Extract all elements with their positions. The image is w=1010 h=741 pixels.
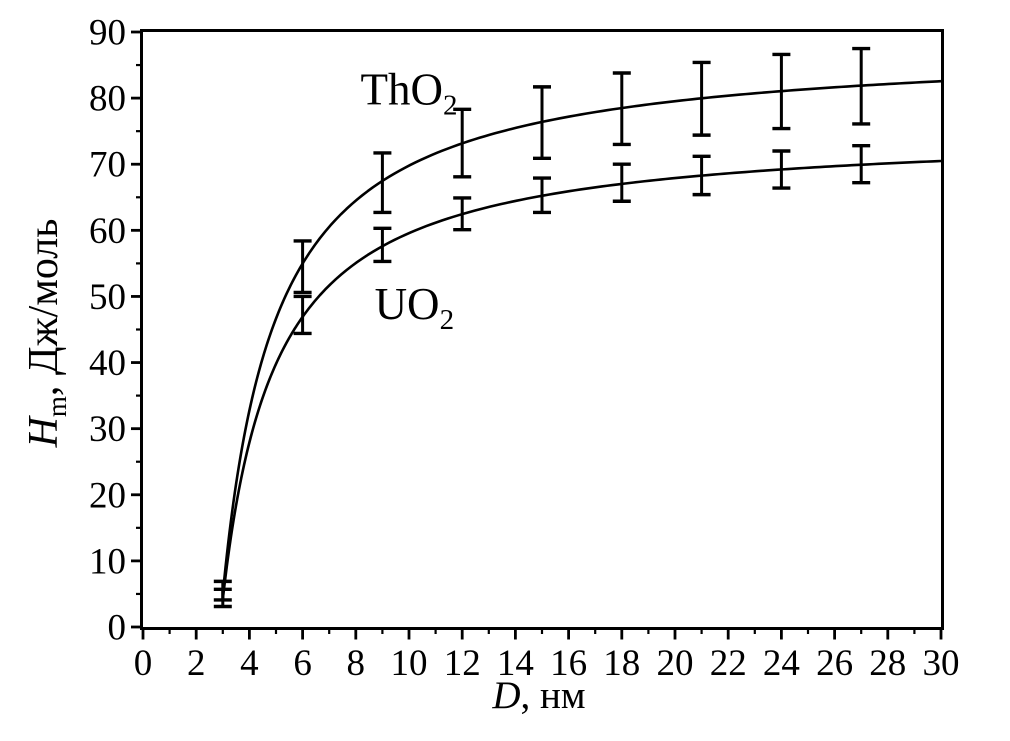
- y-tick-label-80: 80: [89, 79, 126, 120]
- x-tick-label-30: 30: [923, 643, 960, 684]
- errorbar-ThO2-21: [692, 60, 711, 137]
- errorbar-UO2-3: [213, 587, 232, 609]
- x-axis: 0 2 4 6 8 10 12 14 16 18 20 22 24 26 28 30: [134, 627, 960, 684]
- y-tick-label-70: 70: [89, 145, 126, 186]
- y-tick-label-50: 50: [89, 277, 126, 318]
- series-ThO2: ThO2: [213, 46, 942, 602]
- x-tick-label-4: 4: [240, 643, 259, 684]
- x-tick-label-18: 18: [603, 643, 640, 684]
- annotation-UO2: UO2: [375, 279, 455, 336]
- x-tick-label-22: 22: [710, 643, 747, 684]
- errorbar-UO2-12: [453, 196, 472, 232]
- y-tick-label-10: 10: [89, 541, 126, 582]
- errorbar-ThO2-15: [533, 85, 551, 160]
- errorbar-UO2-27: [852, 144, 871, 185]
- x-tick-label-20: 20: [657, 643, 694, 684]
- errorbar-ThO2-6: [293, 239, 312, 295]
- series-UO2: UO2: [213, 144, 942, 609]
- x-tick-label-0: 0: [134, 643, 153, 684]
- x-tick-label-12: 12: [444, 643, 481, 684]
- errorbar-ThO2-9: [373, 151, 392, 215]
- x-tick-label-14: 14: [497, 643, 534, 684]
- x-tick-label-8: 8: [347, 643, 366, 684]
- errorbar-UO2-6: [293, 294, 312, 336]
- y-tick-label-90: 90: [89, 13, 126, 54]
- errorbar-UO2-15: [533, 176, 551, 215]
- y-axis-label: Hm, Дж/моль: [21, 219, 72, 449]
- y-tick-label-0: 0: [108, 608, 127, 649]
- y-tick-label-40: 40: [89, 343, 126, 384]
- x-tick-label-10: 10: [391, 643, 428, 684]
- errorbar-ThO2-24: [772, 52, 791, 131]
- x-tick-label-16: 16: [550, 643, 587, 684]
- x-tick-label-2: 2: [187, 643, 206, 684]
- y-axis: 0 10 20 30 40 50 60 70 80 90: [89, 13, 143, 649]
- x-tick-label-24: 24: [763, 643, 800, 684]
- curve-ThO2: [221, 79, 942, 595]
- x-axis-label: D, нм: [491, 674, 585, 717]
- y-tick-label-30: 30: [89, 409, 126, 450]
- y-tick-label-60: 60: [89, 211, 126, 252]
- errorbar-UO2-18: [612, 162, 631, 203]
- errorbar-ThO2-27: [852, 46, 871, 126]
- errorbar-UO2-21: [692, 154, 711, 197]
- x-tick-label-26: 26: [816, 643, 853, 684]
- errorbar-ThO2-12: [453, 107, 472, 179]
- x-tick-label-6: 6: [293, 643, 312, 684]
- errorbar-UO2-24: [772, 149, 791, 190]
- errorbar-UO2-9: [373, 226, 392, 264]
- annotation-ThO2: ThO2: [361, 65, 458, 122]
- y-tick-label-20: 20: [89, 475, 126, 516]
- errorbar-ThO2-18: [612, 71, 631, 147]
- x-tick-label-28: 28: [869, 643, 906, 684]
